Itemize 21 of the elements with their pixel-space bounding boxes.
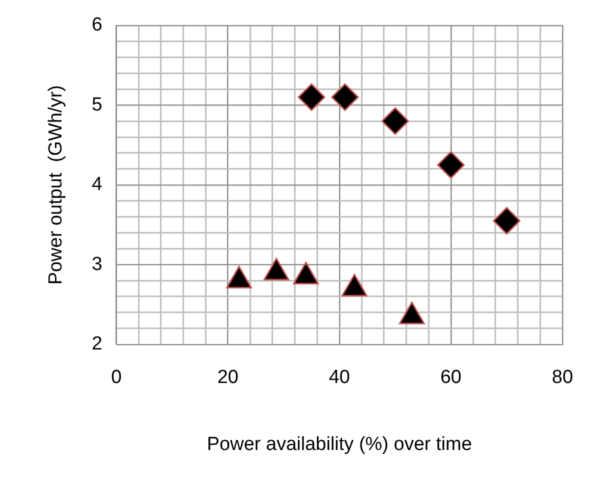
x-tick-label: 0: [111, 367, 122, 388]
x-tick-label: 20: [217, 367, 238, 388]
point: [298, 83, 326, 111]
point: [437, 151, 465, 179]
x-tick-label: 80: [552, 367, 574, 388]
x-tick-label: 60: [440, 367, 462, 388]
point: [331, 83, 359, 111]
point: [342, 274, 368, 296]
point: [381, 107, 409, 135]
point: [293, 262, 319, 284]
point: [399, 302, 425, 324]
y-tick-label: 6: [92, 14, 102, 36]
y-tick-label: 3: [92, 254, 102, 275]
point: [264, 258, 290, 280]
y-tick-label: 4: [92, 174, 103, 196]
y-axis-title: Power output (GWh/yr): [46, 85, 67, 285]
point: [226, 266, 252, 288]
y-tick-label: 5: [92, 94, 102, 116]
y-tick-label: 2: [92, 334, 102, 355]
x-tick-label: 40: [328, 367, 350, 388]
x-axis-title: Power availability (%) over time: [206, 434, 472, 455]
